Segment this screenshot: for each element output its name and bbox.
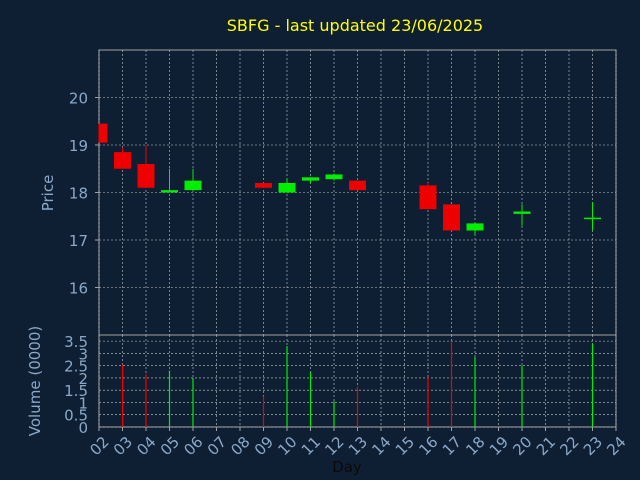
price-tick-label: 18 bbox=[69, 185, 88, 203]
volume-tick-label: 0 bbox=[78, 419, 88, 437]
volume-tick-label: 0.5 bbox=[64, 407, 88, 425]
x-tick-label: 10 bbox=[274, 433, 300, 459]
volume-tick-label: 3 bbox=[78, 345, 88, 363]
x-tick-label: 24 bbox=[603, 433, 629, 459]
volume-y-ticks: 00.511.522.533.5 bbox=[64, 333, 88, 437]
candle-body bbox=[443, 204, 460, 231]
x-tick-label: 06 bbox=[180, 433, 206, 459]
x-tick-label: 19 bbox=[486, 433, 512, 459]
volume-tick-label: 3.5 bbox=[64, 333, 88, 351]
x-tick-label: 12 bbox=[321, 433, 347, 459]
candle bbox=[278, 178, 296, 193]
candle-body bbox=[466, 223, 484, 231]
volume-tick-label: 1.5 bbox=[64, 382, 88, 400]
candle bbox=[184, 168, 202, 191]
candle-body bbox=[325, 174, 343, 180]
x-tick-label: 18 bbox=[462, 433, 488, 459]
volume-tick-label: 1 bbox=[78, 394, 88, 412]
x-tick-label: 17 bbox=[439, 433, 465, 459]
candle bbox=[114, 147, 131, 169]
volume-panel: 00.511.522.533.5 02030405060708091011121… bbox=[26, 326, 630, 476]
candle-body bbox=[349, 180, 366, 191]
x-ticks: 0203040506070809101112131415161718192021… bbox=[86, 427, 630, 459]
candle-body bbox=[255, 183, 272, 188]
x-tick-label: 20 bbox=[509, 433, 535, 459]
candle-body bbox=[99, 123, 108, 143]
volume-tick-label: 2.5 bbox=[64, 358, 88, 376]
candle-body bbox=[302, 177, 319, 181]
x-tick-label: 16 bbox=[415, 433, 441, 459]
candle bbox=[349, 180, 366, 191]
x-tick-label: 03 bbox=[110, 433, 136, 459]
x-tick-label: 13 bbox=[345, 433, 371, 459]
x-tick-label: 05 bbox=[157, 433, 183, 459]
candle bbox=[255, 183, 272, 188]
x-tick-label: 02 bbox=[86, 433, 112, 459]
price-tick-label: 17 bbox=[69, 232, 88, 250]
candle bbox=[302, 177, 319, 183]
candle bbox=[419, 183, 437, 210]
candle bbox=[513, 204, 531, 226]
x-tick-label: 23 bbox=[580, 433, 606, 459]
candles bbox=[98, 123, 601, 236]
candle bbox=[466, 223, 484, 236]
candle bbox=[137, 145, 155, 188]
x-tick-label: 09 bbox=[251, 433, 277, 459]
candle-body bbox=[278, 183, 296, 193]
price-tick-label: 19 bbox=[69, 137, 88, 155]
candle-body bbox=[513, 211, 531, 214]
volume-bars bbox=[121, 341, 594, 427]
candle-body bbox=[137, 164, 155, 188]
x-tick-label: 04 bbox=[133, 433, 159, 459]
candle bbox=[443, 204, 460, 231]
price-tick-label: 20 bbox=[69, 90, 88, 108]
candle bbox=[98, 123, 108, 143]
candle-body bbox=[114, 152, 131, 169]
candle bbox=[161, 168, 178, 193]
volume-tick-label: 2 bbox=[78, 370, 88, 388]
x-tick-label: 07 bbox=[204, 433, 230, 459]
price-y-axis-label: Price bbox=[39, 175, 57, 212]
candle-body bbox=[161, 190, 178, 193]
x-tick-label: 14 bbox=[368, 433, 394, 459]
candle bbox=[584, 202, 601, 231]
volume-y-axis-label: Volume (0000) bbox=[26, 326, 44, 436]
price-grid bbox=[98, 50, 617, 335]
x-tick-label: 15 bbox=[392, 433, 418, 459]
price-tick-label: 16 bbox=[69, 280, 88, 298]
candle-body bbox=[184, 180, 202, 191]
x-axis-label: Day bbox=[332, 458, 362, 476]
chart-title: SBFG - last updated 23/06/2025 bbox=[227, 16, 483, 35]
price-y-ticks: 16 17 18 19 20 bbox=[69, 90, 99, 298]
price-panel: 16 17 18 19 20 Price bbox=[39, 49, 617, 336]
x-tick-label: 21 bbox=[533, 433, 559, 459]
candle bbox=[325, 173, 343, 181]
x-tick-label: 22 bbox=[556, 433, 582, 459]
candle-body bbox=[584, 217, 601, 220]
x-tick-label: 11 bbox=[298, 433, 324, 459]
x-tick-label: 08 bbox=[227, 433, 253, 459]
candle-body bbox=[419, 185, 437, 210]
